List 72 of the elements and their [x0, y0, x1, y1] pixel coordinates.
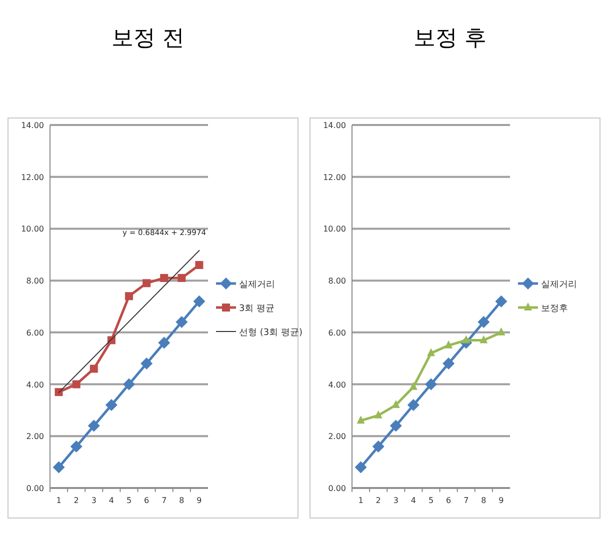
x-tick-label: 8: [179, 496, 184, 505]
legend-label: 3회 평균: [239, 304, 275, 314]
y-tick-label: 6.00: [26, 328, 44, 338]
point: [195, 261, 204, 270]
point: [90, 364, 98, 373]
x-tick-label: 8: [481, 496, 486, 505]
point: [178, 274, 186, 282]
point: [105, 399, 118, 412]
point: [372, 440, 384, 453]
point: [497, 327, 506, 336]
point: [356, 416, 365, 424]
legend-label: 실제거리: [239, 280, 275, 290]
x-tick-label: 2: [376, 496, 381, 505]
point: [354, 461, 367, 474]
chart-title: 보정 전: [112, 26, 184, 51]
chart-title: 보정 후: [414, 26, 486, 51]
point: [125, 292, 133, 300]
y-tick-label: 4.00: [328, 380, 346, 390]
legend-label: 선형 (3회 평균): [239, 328, 302, 338]
point: [374, 410, 382, 418]
x-tick-label: 6: [446, 496, 452, 505]
x-tick-label: 6: [144, 496, 150, 505]
y-tick-label: 0.00: [26, 484, 44, 493]
point: [425, 378, 437, 390]
point: [123, 378, 135, 390]
y-tick-label: 0.00: [328, 484, 346, 493]
point: [478, 316, 490, 328]
point: [142, 279, 151, 288]
y-tick-label: 8.00: [328, 276, 346, 286]
y-tick-label: 14.00: [323, 121, 346, 130]
y-tick-label: 8.00: [26, 276, 44, 286]
point: [480, 335, 488, 344]
point: [88, 420, 100, 432]
point: [409, 382, 418, 390]
y-tick-label: 2.00: [26, 432, 44, 442]
x-tick-label: 3: [91, 496, 96, 505]
x-tick-label: 5: [428, 496, 434, 505]
x-tick-label: 4: [108, 496, 114, 505]
point: [158, 336, 170, 349]
x-tick-label: 5: [126, 496, 132, 505]
y-tick-label: 10.00: [21, 224, 44, 234]
point: [407, 399, 420, 412]
point: [390, 420, 402, 432]
point: [160, 274, 168, 282]
x-tick-label: 4: [410, 496, 416, 505]
point: [52, 461, 65, 474]
x-tick-label: 7: [464, 496, 469, 505]
y-tick-label: 14.00: [21, 121, 44, 130]
x-tick-label: 9: [498, 496, 504, 505]
legend-label: 보정후: [541, 304, 568, 314]
point: [444, 340, 453, 348]
x-tick-label: 9: [196, 496, 202, 505]
x-tick-label: 1: [358, 496, 364, 505]
y-tick-label: 12.00: [21, 172, 44, 182]
y-tick-label: 12.00: [323, 172, 346, 182]
point: [70, 440, 82, 453]
x-tick-label: 2: [74, 496, 79, 505]
y-tick-label: 6.00: [328, 328, 346, 338]
point: [427, 348, 435, 356]
point: [495, 295, 508, 308]
point: [72, 380, 80, 388]
point: [193, 295, 206, 308]
point: [442, 358, 455, 370]
x-tick-label: 3: [393, 496, 398, 505]
y-tick-label: 2.00: [328, 432, 346, 442]
x-tick-label: 7: [162, 496, 167, 505]
x-tick-label: 1: [56, 496, 62, 505]
y-tick-label: 4.00: [26, 380, 44, 390]
point: [140, 358, 153, 370]
legend-label: 실제거리: [541, 280, 577, 290]
y-tick-label: 10.00: [323, 224, 346, 234]
point: [176, 316, 188, 328]
